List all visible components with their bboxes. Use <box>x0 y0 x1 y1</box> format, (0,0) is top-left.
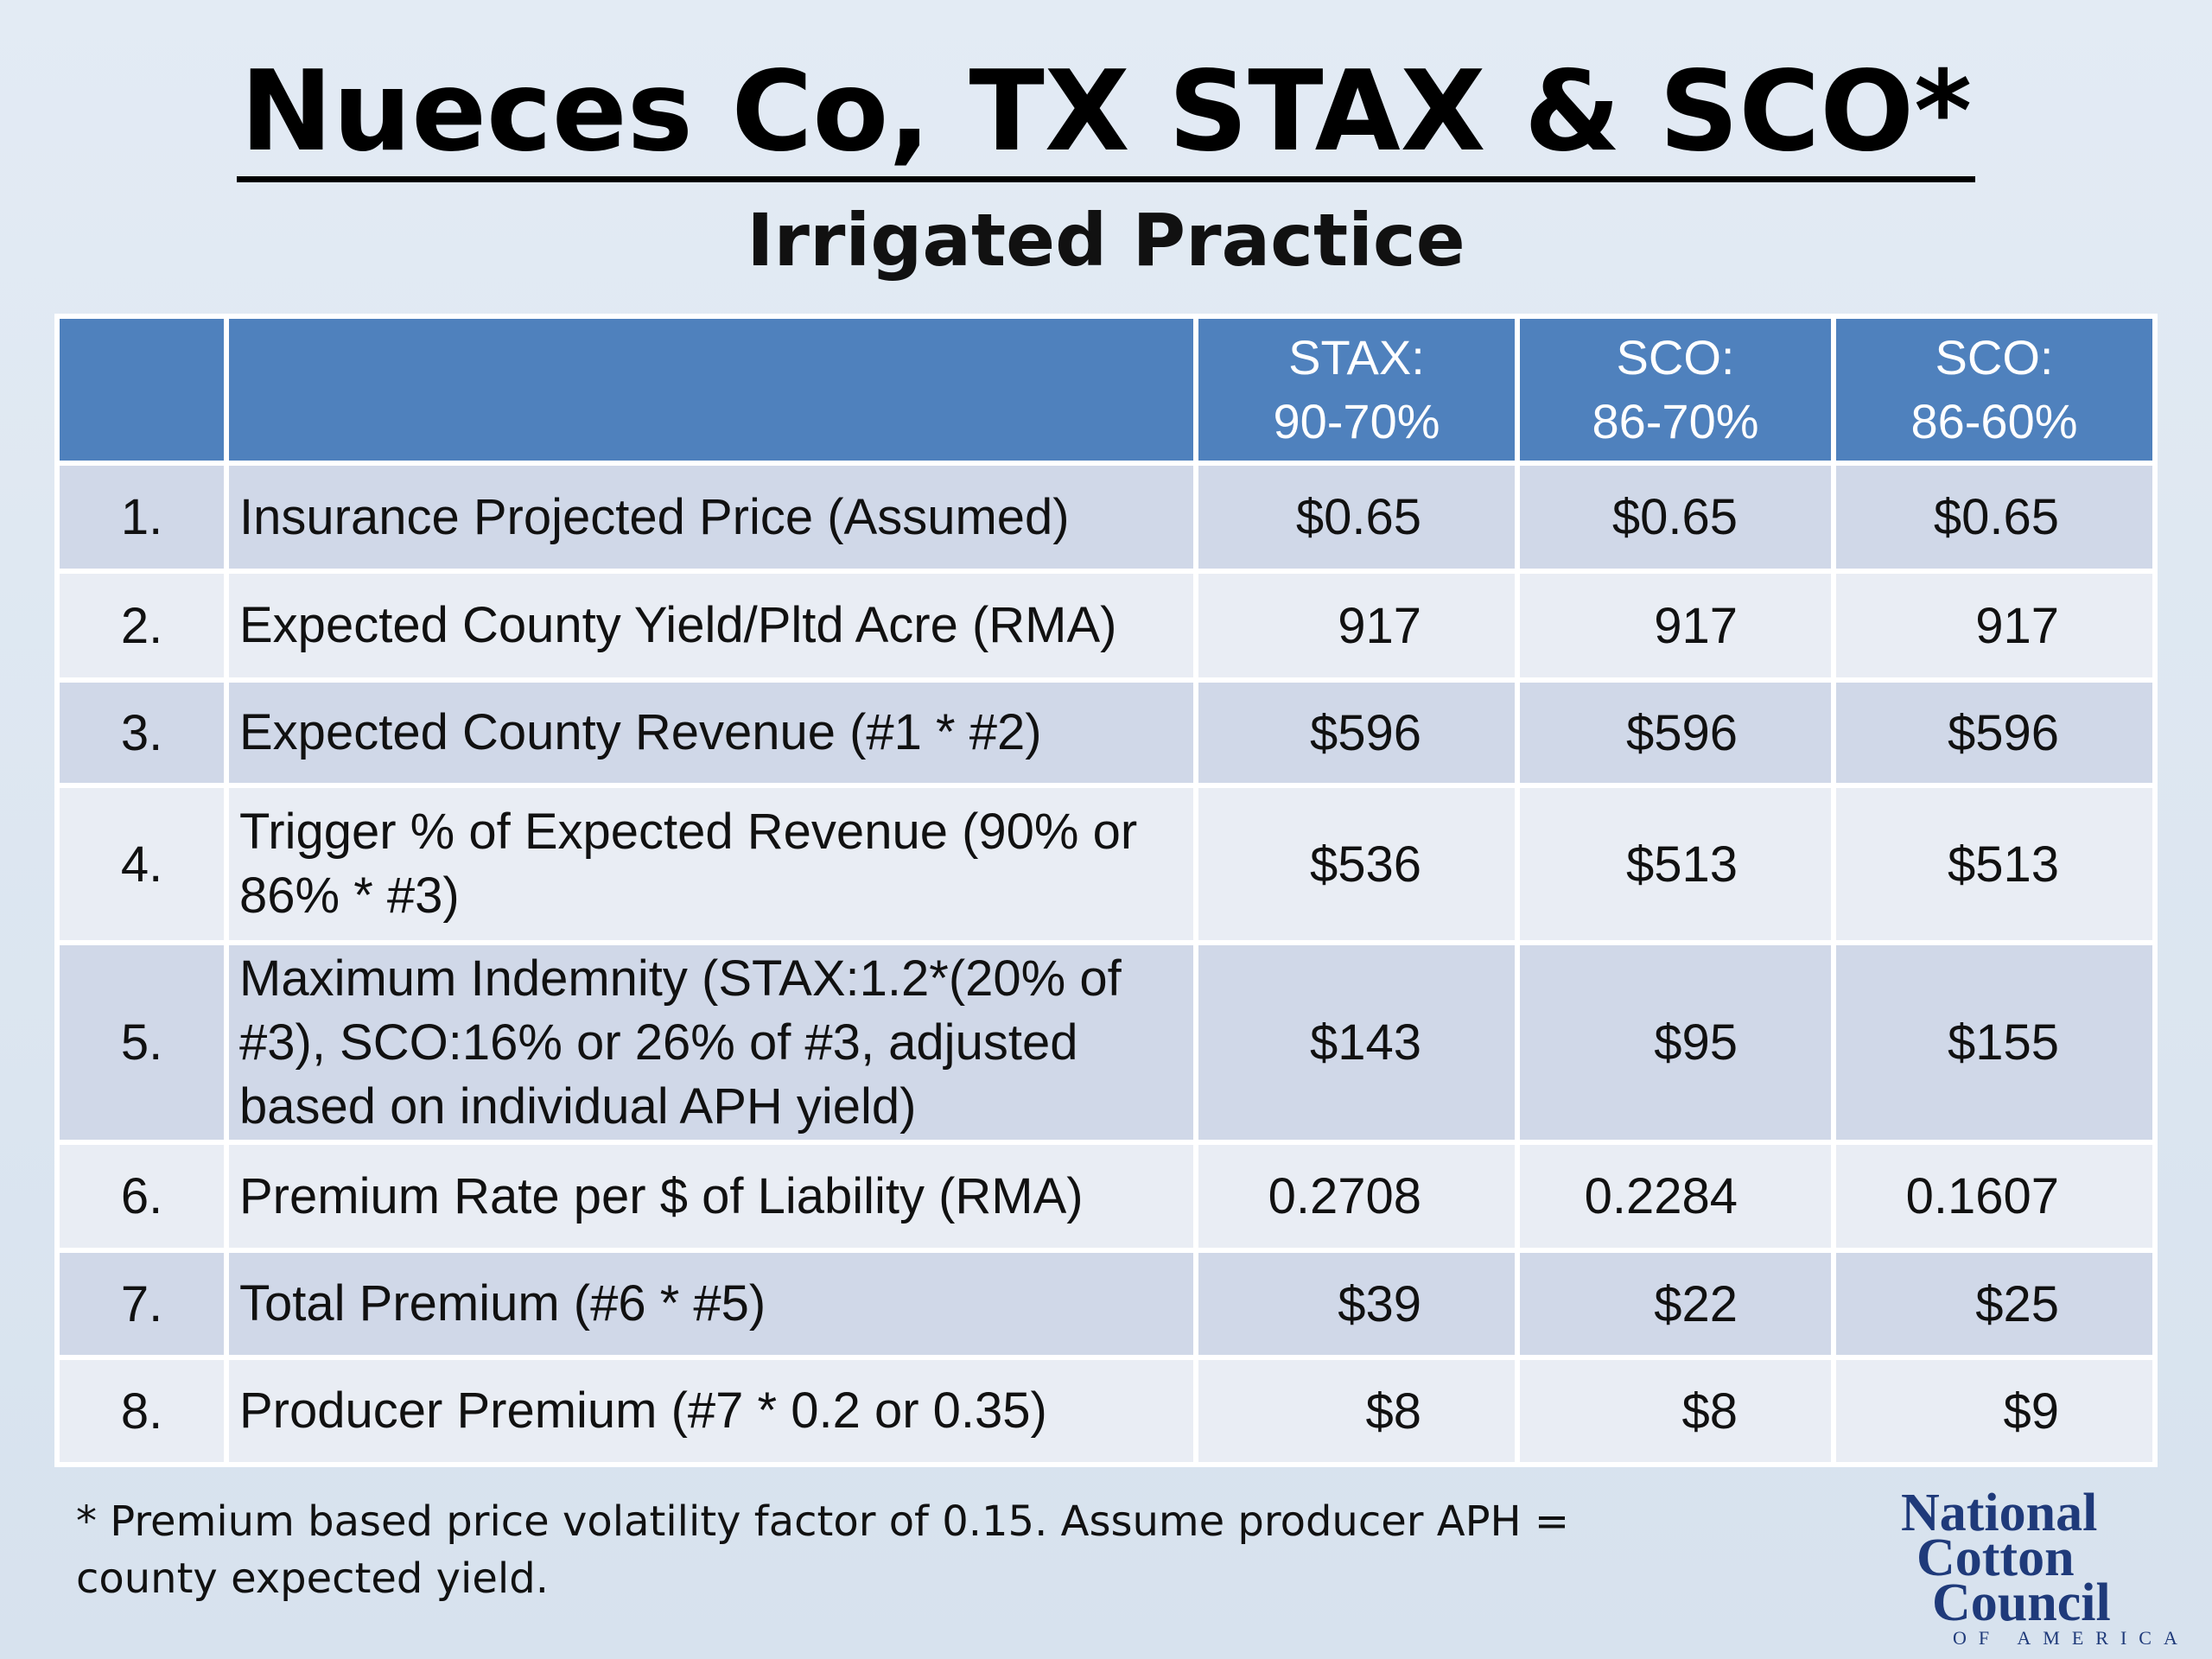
table-row: 6. Premium Rate per $ of Liability (RMA) 0… <box>54 1140 2158 1253</box>
table-cell: $596 <box>1515 677 1836 788</box>
table-cell: 0.2708 <box>1193 1140 1520 1253</box>
logo: National Cotton Council OF AMERICA <box>1901 1484 2195 1651</box>
table-cell: $8 <box>1515 1355 1836 1467</box>
table-cell: $596 <box>1831 677 2158 788</box>
table-cell: Total Premium (#6 * #5) <box>224 1248 1198 1360</box>
header-text: SCO: <box>1616 330 1735 385</box>
table-cell: $596 <box>1193 677 1520 788</box>
table-cell: $0.65 <box>1831 461 2158 574</box>
table-cell: Producer Premium (#7 * 0.2 or 0.35) <box>224 1355 1198 1467</box>
table-row: 1. Insurance Projected Price (Assumed) $0.… <box>54 461 2158 574</box>
table-row: 4. Trigger % of Expected Revenue (90% or … <box>54 783 2158 945</box>
table-cell: $536 <box>1193 783 1520 945</box>
title-text: Nueces Co, TX STAX & SCO* <box>236 48 1976 182</box>
header-row: STAX: 90-70% SCO: 86-70% SCO: 86-60% <box>54 314 2158 466</box>
table-cell: Expected County Yield/Pltd Acre (RMA) <box>224 569 1198 683</box>
table-cell: $95 <box>1515 940 1836 1145</box>
table-cell: 6. <box>54 1140 229 1253</box>
logo-tagline: OF AMERICA <box>1953 1627 2190 1649</box>
header-cell: SCO: 86-60% <box>1831 314 2158 466</box>
table-cell: Trigger % of Expected Revenue (90% or 86… <box>224 783 1198 945</box>
header-text: STAX: <box>1288 330 1425 385</box>
table-cell: $22 <box>1515 1248 1836 1360</box>
title: Nueces Co, TX STAX & SCO* <box>0 48 2212 182</box>
table-cell: $25 <box>1831 1248 2158 1360</box>
table-row: 7. Total Premium (#6 * #5) $39 $22 $25 <box>54 1248 2158 1360</box>
header-text: SCO: <box>1935 330 2054 385</box>
table-cell: 1. <box>54 461 229 574</box>
table-cell: $0.65 <box>1515 461 1836 574</box>
table-cell: $143 <box>1193 940 1520 1145</box>
table-cell: $39 <box>1193 1248 1520 1360</box>
table-cell: 2. <box>54 569 229 683</box>
header-text: 86-60% <box>1910 394 2078 448</box>
logo-line: Cotton <box>1916 1529 2075 1587</box>
table-cell: 7. <box>54 1248 229 1360</box>
table-row: 5. Maximum Indemnity (STAX:1.2*(20% of #3… <box>54 940 2158 1145</box>
table-cell: $513 <box>1515 783 1836 945</box>
table-cell: 3. <box>54 677 229 788</box>
table-row: 2. Expected County Yield/Pltd Acre (RMA) 9… <box>54 569 2158 683</box>
header-cell <box>224 314 1198 466</box>
table-cell: $9 <box>1831 1355 2158 1467</box>
header-text: 90-70% <box>1273 394 1440 448</box>
table-cell: $513 <box>1831 783 2158 945</box>
header-cell: SCO: 86-70% <box>1515 314 1836 466</box>
table-row: 3. Expected County Revenue (#1 * #2) $596 $… <box>54 677 2158 788</box>
table-cell: 917 <box>1515 569 1836 683</box>
table-row: 8. Producer Premium (#7 * 0.2 or 0.35) $8 $… <box>54 1355 2158 1467</box>
table-cell: 917 <box>1193 569 1520 683</box>
table-cell: $155 <box>1831 940 2158 1145</box>
table-cell: 917 <box>1831 569 2158 683</box>
header-cell: STAX: 90-70% <box>1193 314 1520 466</box>
table-cell: Maximum Indemnity (STAX:1.2*(20% of #3),… <box>224 940 1198 1145</box>
header-cell <box>54 314 229 466</box>
table-cell: 0.2284 <box>1515 1140 1836 1253</box>
logo-line: National <box>1901 1484 2098 1542</box>
table-cell: 8. <box>54 1355 229 1467</box>
table-cell: 4. <box>54 783 229 945</box>
footnote: * Premium based price volatility factor … <box>76 1497 1570 1603</box>
logo-line: Council <box>1932 1573 2111 1632</box>
subtitle: Irrigated Practice <box>747 198 1465 283</box>
table: STAX: 90-70% SCO: 86-70% SCO: 86-60% 1. Insura… <box>54 314 2158 1467</box>
table-cell: Insurance Projected Price (Assumed) <box>224 461 1198 574</box>
table-cell: $8 <box>1193 1355 1520 1467</box>
table-cell: Premium Rate per $ of Liability (RMA) <box>224 1140 1198 1253</box>
header-text: 86-70% <box>1592 394 1759 448</box>
table-cell: 0.1607 <box>1831 1140 2158 1253</box>
table-cell: Expected County Revenue (#1 * #2) <box>224 677 1198 788</box>
table-cell: $0.65 <box>1193 461 1520 574</box>
table-cell: 5. <box>54 940 229 1145</box>
